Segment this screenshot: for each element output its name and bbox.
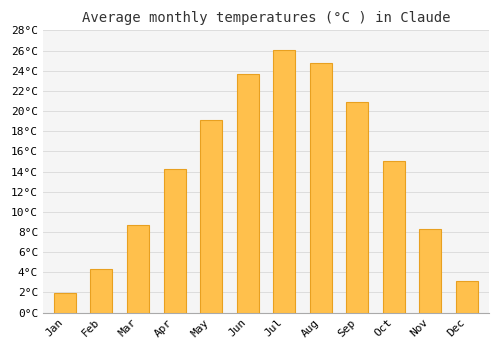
- Bar: [54, 294, 76, 313]
- Title: Average monthly temperatures (°C ) in Claude: Average monthly temperatures (°C ) in Cl…: [82, 11, 450, 25]
- Bar: [420, 229, 442, 313]
- Bar: [200, 120, 222, 313]
- Bar: [90, 269, 112, 313]
- Bar: [383, 161, 405, 313]
- Bar: [310, 63, 332, 313]
- Bar: [346, 102, 368, 313]
- Bar: [164, 168, 186, 313]
- Bar: [127, 225, 149, 313]
- Bar: [273, 50, 295, 313]
- Bar: [456, 281, 478, 313]
- Bar: [236, 74, 258, 313]
